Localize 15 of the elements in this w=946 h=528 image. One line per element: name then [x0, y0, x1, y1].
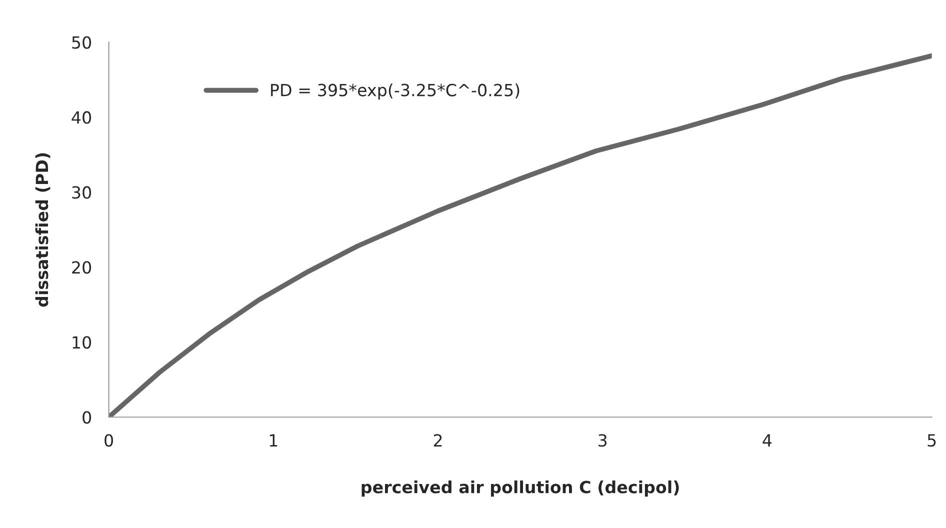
- y-tick-label: 50: [72, 36, 92, 49]
- legend-label: PD = 395*exp(-3.25*C^-0.25): [271, 84, 520, 100]
- x-tick-label: 1: [270, 434, 278, 446]
- x-axis-title: perceived air pollution C (decipol): [362, 480, 679, 497]
- x-tick-label: 0: [104, 434, 113, 447]
- y-tick-label: 40: [72, 111, 92, 124]
- y-axis-title: dissatisfied (PD): [35, 153, 50, 307]
- y-tick-label: 10: [72, 336, 92, 349]
- x-tick-label: 2: [434, 434, 442, 446]
- y-tick-label: 20: [72, 261, 92, 274]
- x-tick-label: 5: [928, 434, 936, 447]
- x-tick-label: 4: [762, 434, 772, 446]
- y-tick-label: 30: [72, 186, 92, 199]
- y-tick-label: 0: [82, 411, 92, 424]
- x-tick-label: 3: [598, 434, 607, 447]
